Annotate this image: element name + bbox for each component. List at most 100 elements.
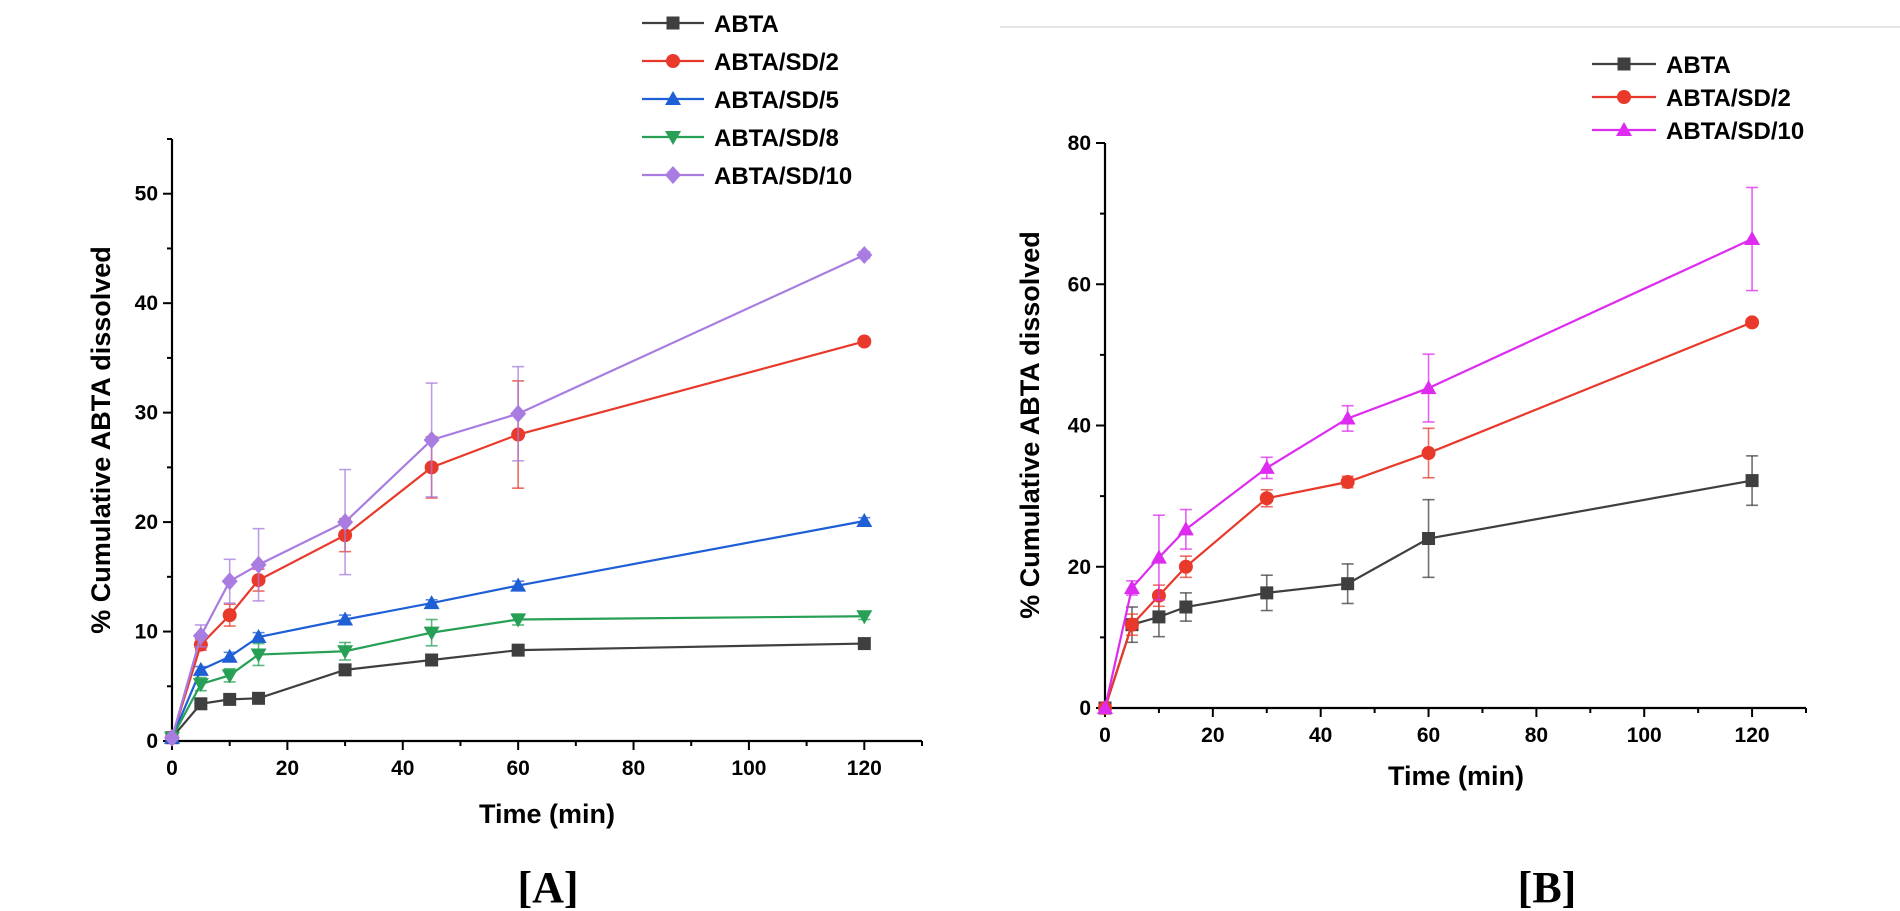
data-point bbox=[423, 626, 440, 641]
y-tick-label: 60 bbox=[1068, 273, 1091, 296]
data-point bbox=[192, 626, 209, 645]
series-abta-sd-10 bbox=[164, 246, 873, 747]
data-point bbox=[192, 678, 209, 693]
legend-marker bbox=[665, 166, 681, 184]
data-point bbox=[856, 512, 873, 527]
data-point bbox=[423, 431, 440, 449]
data-point bbox=[222, 608, 237, 623]
y-tick-label: 40 bbox=[135, 292, 158, 315]
data-point bbox=[338, 663, 352, 677]
series-abta-sd-5 bbox=[164, 512, 873, 744]
panel-label: [B] bbox=[1518, 863, 1577, 911]
y-tick-label: 0 bbox=[1079, 697, 1091, 720]
x-tick-label: 120 bbox=[847, 757, 882, 780]
x-tick-label: 20 bbox=[1201, 724, 1224, 747]
data-point bbox=[1097, 700, 1113, 714]
data-point bbox=[1420, 380, 1437, 395]
y-tick-label: 10 bbox=[135, 621, 158, 644]
data-point bbox=[511, 643, 525, 657]
data-point bbox=[1179, 600, 1193, 614]
data-point bbox=[1341, 577, 1355, 591]
data-point bbox=[1178, 559, 1193, 574]
legend-marker bbox=[666, 54, 680, 68]
data-point bbox=[221, 669, 238, 684]
y-tick-label: 0 bbox=[146, 730, 158, 753]
data-point bbox=[856, 610, 873, 625]
data-point bbox=[337, 611, 354, 626]
series-line bbox=[170, 254, 865, 739]
data-point bbox=[1152, 610, 1166, 624]
y-tick-label: 40 bbox=[1068, 415, 1091, 438]
error-bars bbox=[194, 250, 871, 648]
data-point bbox=[250, 648, 267, 663]
data-point bbox=[221, 572, 238, 591]
series-abta-sd-8 bbox=[164, 610, 873, 746]
panel-label: [A] bbox=[517, 863, 578, 911]
y-axis-title: % Cumulative ABTA dissolved bbox=[1015, 231, 1045, 619]
y-tick-label: 20 bbox=[1068, 556, 1091, 579]
error-bars bbox=[1125, 318, 1759, 637]
data-point bbox=[1422, 532, 1436, 545]
legend-label: ABTA/SD/8 bbox=[714, 125, 839, 152]
data-point bbox=[1259, 491, 1274, 506]
x-tick-label: 100 bbox=[1627, 724, 1662, 747]
data-point bbox=[510, 404, 527, 423]
x-tick-label: 60 bbox=[1417, 724, 1440, 747]
data-point bbox=[1339, 410, 1356, 425]
legend: ABTA ABTA/SD/2 ABTA/SD/10 bbox=[1592, 52, 1804, 145]
data-point bbox=[337, 513, 354, 532]
series-line bbox=[1103, 238, 1753, 709]
legend: ABTA ABTA/SD/2 ABTA/SD/5 ABTA/SD/8 ABTA/SD/1… bbox=[642, 11, 852, 190]
data-point bbox=[194, 697, 208, 711]
legend-label: ABTA/SD/2 bbox=[1666, 85, 1791, 112]
data-point bbox=[857, 637, 871, 651]
legend-marker bbox=[665, 91, 681, 105]
x-tick-label: 40 bbox=[1309, 724, 1332, 747]
y-tick-label: 50 bbox=[135, 183, 158, 206]
data-point bbox=[223, 692, 237, 706]
x-tick-label: 60 bbox=[506, 757, 529, 780]
data-point bbox=[192, 661, 209, 676]
chart-panel-a: 0 20 40 60 80 100 120 0 10 20 30 40 50 Time (min) % Cu… bbox=[86, 11, 923, 911]
data-point bbox=[1123, 579, 1140, 594]
series-line bbox=[171, 642, 865, 739]
data-point bbox=[425, 653, 439, 667]
legend-label: ABTA/SD/5 bbox=[714, 87, 839, 114]
x-tick-label: 100 bbox=[731, 757, 766, 780]
legend-marker bbox=[1617, 57, 1631, 71]
data-point bbox=[1124, 617, 1139, 632]
data-point bbox=[221, 648, 238, 663]
y-tick-label: 80 bbox=[1068, 132, 1091, 155]
data-point bbox=[1340, 475, 1355, 489]
legend-marker bbox=[1616, 122, 1632, 136]
legend-label: ABTA/SD/2 bbox=[714, 49, 839, 76]
series-abta-sd-2 bbox=[1098, 315, 1760, 715]
x-tick-label: 0 bbox=[1099, 724, 1111, 747]
error-bars bbox=[1125, 455, 1759, 644]
series-abta-sd-10 bbox=[1097, 186, 1761, 714]
series-abta bbox=[1098, 455, 1759, 715]
data-point bbox=[1745, 315, 1760, 330]
x-tick-label: 80 bbox=[622, 757, 645, 780]
data-point bbox=[1177, 521, 1194, 536]
y-tick-label: 20 bbox=[135, 511, 158, 534]
data-point bbox=[252, 691, 266, 705]
data-point bbox=[1258, 459, 1275, 474]
y-axis-title: % Cumulative ABTA dissolved bbox=[86, 246, 116, 634]
data-point bbox=[510, 613, 527, 628]
x-tick-label: 120 bbox=[1735, 724, 1770, 747]
error-bars bbox=[194, 337, 871, 651]
x-tick-label: 40 bbox=[391, 757, 414, 780]
data-point bbox=[1745, 474, 1759, 488]
data-point bbox=[1421, 446, 1436, 461]
data-point bbox=[1744, 231, 1761, 246]
legend-label: ABTA/SD/10 bbox=[1666, 118, 1804, 145]
legend-label: ABTA bbox=[714, 11, 779, 38]
data-point bbox=[1150, 549, 1167, 564]
x-tick-label: 80 bbox=[1525, 724, 1548, 747]
y-tick-label: 30 bbox=[135, 402, 158, 425]
data-point bbox=[510, 577, 527, 592]
data-point bbox=[250, 629, 267, 644]
x-tick-label: 20 bbox=[276, 757, 299, 780]
